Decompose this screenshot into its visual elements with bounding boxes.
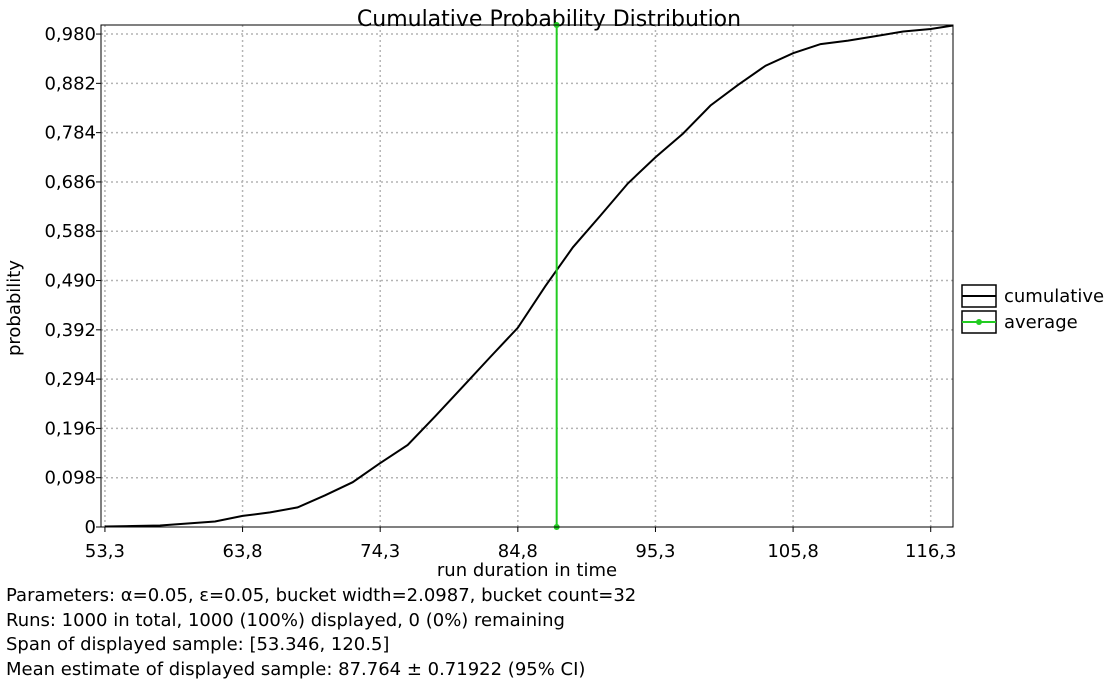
y-tick-label: 0,392 bbox=[44, 320, 96, 341]
info-panel: Parameters: α=0.05, ε=0.05, bucket width… bbox=[6, 584, 636, 682]
series-line-cumulative bbox=[104, 24, 954, 528]
x-axis-label: run duration in time bbox=[437, 560, 617, 580]
x-tick-label: 84,8 bbox=[498, 541, 538, 562]
legend-label-cumulative: cumulative bbox=[1004, 286, 1104, 307]
x-tick-label: 116,3 bbox=[905, 541, 957, 562]
x-tick-label: 95,3 bbox=[635, 541, 675, 562]
y-tick-label: 0,980 bbox=[44, 24, 96, 45]
y-tick-label: 0,686 bbox=[44, 172, 96, 193]
legend: cumulative average bbox=[961, 284, 1104, 334]
grid bbox=[101, 25, 953, 527]
y-tick-label: 0,882 bbox=[44, 73, 96, 94]
y-tick-label: 0,098 bbox=[44, 468, 96, 489]
y-tick-label: 0,784 bbox=[44, 123, 96, 144]
mean-text: Mean estimate of displayed sample: 87.76… bbox=[6, 658, 586, 680]
y-tick-label: 0,490 bbox=[44, 271, 96, 292]
series-layer bbox=[104, 22, 954, 530]
y-tick-label: 0 bbox=[85, 517, 96, 538]
x-tick-label: 63,8 bbox=[223, 541, 263, 562]
runs-text: Runs: 1000 in total, 1000 (100%) display… bbox=[6, 609, 565, 631]
y-tick-label: 0,294 bbox=[44, 369, 96, 390]
chart-title: Cumulative Probability Distribution bbox=[357, 7, 741, 32]
x-tick-label: 74,3 bbox=[360, 541, 400, 562]
span-text: Span of displayed sample: [53.346, 120.5… bbox=[6, 634, 390, 655]
chart: Cumulative Probability Distribution prob… bbox=[4, 7, 1104, 580]
axis-ticks: 53,3 63,8 74,3 84,8 95,3 105,8 116,3 0 0,098 0,19… bbox=[44, 24, 956, 562]
x-tick-label: 105,8 bbox=[767, 541, 819, 562]
plot-frame bbox=[100, 24, 954, 528]
legend-marker-average bbox=[976, 319, 982, 325]
legend-label-average: average bbox=[1004, 312, 1078, 333]
parameters-text: Parameters: α=0.05, ε=0.05, bucket width… bbox=[6, 585, 637, 606]
y-tick-label: 0,588 bbox=[44, 221, 96, 242]
y-axis-label: probability bbox=[4, 260, 25, 356]
y-tick-label: 0,196 bbox=[44, 418, 96, 439]
x-tick-label: 53,3 bbox=[85, 541, 125, 562]
